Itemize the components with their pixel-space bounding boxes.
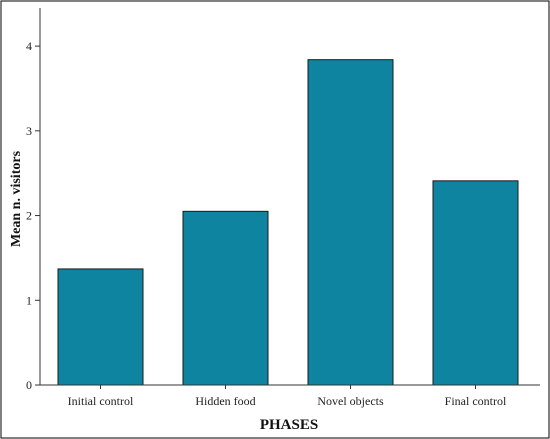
x-tick-label: Initial control — [68, 394, 134, 408]
bars-group — [57, 59, 519, 386]
x-tick-label: Hidden food — [195, 394, 255, 408]
y-axis-ticks: 0 1 2 3 4 — [26, 39, 40, 392]
y-tick-label: 3 — [26, 124, 32, 138]
bar-novel-objects — [307, 59, 394, 386]
y-axis-title: Mean n. visitors — [9, 150, 24, 247]
y-tick-label: 0 — [26, 378, 32, 392]
y-tick-label: 1 — [26, 293, 32, 307]
x-tick-label: Novel objects — [317, 394, 384, 408]
y-tick-label: 4 — [26, 39, 32, 53]
x-axis-title: PHASES — [260, 417, 318, 433]
x-axis-ticks: Initial control Hidden food Novel objects F… — [68, 385, 507, 408]
y-tick-label: 2 — [26, 209, 32, 223]
bar-initial-control — [57, 268, 144, 386]
bar-final-control — [432, 180, 519, 386]
bar-hidden-food — [182, 210, 269, 386]
x-tick-label: Final control — [445, 394, 507, 408]
